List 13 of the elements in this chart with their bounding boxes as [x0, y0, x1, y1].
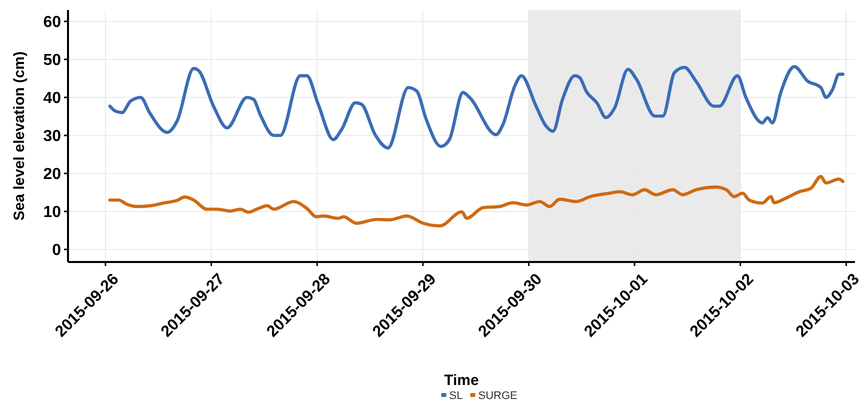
y-tick-label: 30 — [43, 128, 62, 146]
y-tick-label: 40 — [43, 90, 62, 108]
y-axis-title: Sea level elevation (cm) — [11, 51, 28, 221]
y-tick-label: 0 — [52, 242, 62, 260]
y-tick-label: 10 — [43, 204, 62, 222]
legend-label: SURGE — [478, 390, 518, 402]
x-axis-title: Time — [444, 372, 479, 389]
line-series — [108, 174, 844, 228]
y-tick-label: 50 — [43, 52, 62, 70]
legend-label: SL — [449, 390, 463, 402]
line-series — [108, 65, 844, 150]
y-tick-label: 20 — [43, 166, 62, 184]
y-tick-label: 60 — [43, 14, 62, 32]
